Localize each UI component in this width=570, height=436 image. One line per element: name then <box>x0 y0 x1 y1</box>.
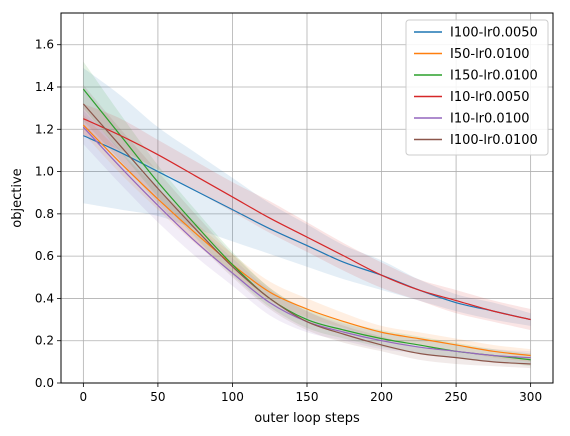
legend-label: I50-lr0.0100 <box>450 47 530 62</box>
y-tick-label: 1.2 <box>35 122 54 136</box>
legend-label: I10-lr0.0050 <box>450 90 530 105</box>
legend: I100-lr0.0050 I50-lr0.0100 I150-lr0.0100 I1… <box>405 19 549 156</box>
x-tick-label: 300 <box>519 390 542 404</box>
axis-ticks: 0 50 100 150 200 250 300 0.0 0.2 0.4 0.6 0.8 1.0 1.2 1… <box>35 38 542 404</box>
y-axis-label: objective <box>10 168 25 227</box>
confidence-bands <box>83 61 531 369</box>
x-tick-label: 200 <box>370 390 393 404</box>
confidence-band <box>83 114 531 362</box>
y-tick-label: 0.0 <box>35 376 54 390</box>
series-line <box>82 103 531 365</box>
x-axis-label: outer loop steps <box>254 411 360 426</box>
legend-label: I100-lr0.0100 <box>450 133 538 148</box>
confidence-band <box>83 110 531 364</box>
series-line <box>83 135 531 321</box>
y-tick-label: 1.4 <box>35 80 54 94</box>
x-tick-label: 0 <box>80 390 88 404</box>
series-lines <box>82 88 531 365</box>
confidence-band <box>83 84 531 369</box>
legend-label: I10-lr0.0100 <box>450 112 530 127</box>
y-tick-label: 1.6 <box>35 38 54 52</box>
legend-label: I150-lr0.0100 <box>450 69 538 84</box>
y-tick-label: 0.2 <box>35 334 54 348</box>
legend-label: I100-lr0.0050 <box>450 26 538 41</box>
series-line <box>82 124 531 357</box>
y-tick-label: 0.8 <box>35 207 54 221</box>
confidence-band <box>83 67 531 326</box>
y-tick-label: 0.4 <box>35 291 54 305</box>
y-tick-label: 1.0 <box>35 165 54 179</box>
x-tick-label: 100 <box>221 390 244 404</box>
x-tick-label: 250 <box>445 390 468 404</box>
series-line <box>83 118 531 321</box>
x-tick-label: 50 <box>150 390 165 404</box>
confidence-band <box>83 103 531 331</box>
y-tick-label: 0.6 <box>35 249 54 263</box>
x-tick-label: 150 <box>296 390 319 404</box>
